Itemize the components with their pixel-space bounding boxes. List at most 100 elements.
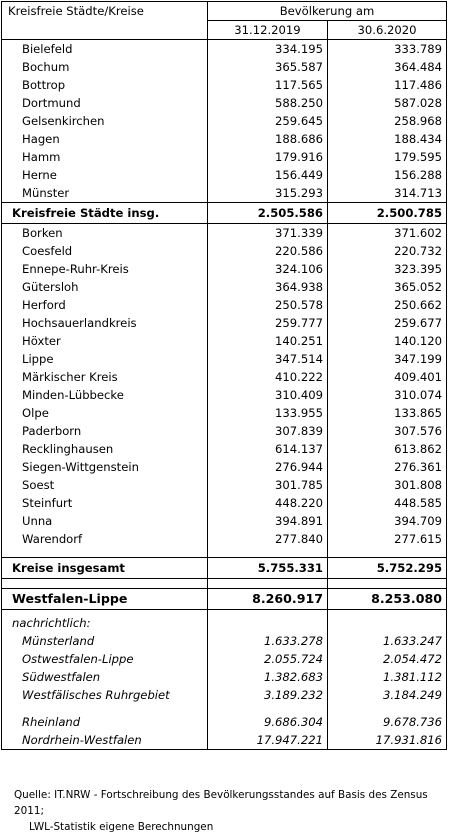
region-name-cell: Nordrhein-Westfalen: [1, 731, 208, 750]
district-row: Unna 394.891 394.709: [1, 512, 448, 530]
districts-total-row: Kreise insgesamt 5.755.331 5.752.295: [1, 557, 448, 579]
value-2020-cell: 371.602: [326, 223, 448, 242]
region-name-cell: Siegen-Wittgenstein: [1, 458, 208, 476]
spacer-cell: [207, 609, 328, 632]
value-2020-cell: 9.678.736: [326, 713, 448, 731]
value-2019-cell: 2.055.724: [207, 650, 328, 668]
source-note: Quelle: IT.NRW - Fortschreibung des Bevö…: [14, 787, 450, 835]
region-name-cell: Olpe: [1, 404, 208, 422]
source-line-1: Quelle: IT.NRW - Fortschreibung des Bevö…: [14, 789, 428, 817]
region-total-row: Westfalen-Lippe 8.260.917 8.253.080: [1, 588, 448, 610]
value-2019-cell: 8.260.917: [207, 588, 328, 610]
region-name-cell: Hagen: [1, 130, 208, 148]
value-2019-cell: 277.840: [207, 530, 328, 548]
value-2019-cell: 220.586: [207, 242, 328, 260]
value-2020-cell: 347.199: [326, 350, 448, 368]
region-name-cell: Westfälisches Ruhrgebiet: [1, 686, 208, 704]
note-row: Münsterland 1.633.278 1.633.247: [1, 632, 448, 650]
notes-heading: nachrichtlich:: [1, 609, 208, 632]
value-2020-cell: 1.633.247: [326, 632, 448, 650]
value-2020-cell: 140.120: [326, 332, 448, 350]
value-2020-cell: 333.789: [326, 39, 448, 58]
population-table: Kreisfreie Städte/Kreise Bevölkerung am …: [1, 1, 448, 750]
spacer-cell: [326, 578, 448, 589]
column-header-date-2020: 30.6.2020: [326, 20, 448, 40]
value-2019-cell: 1.633.278: [207, 632, 328, 650]
region-name-cell: Steinfurt: [1, 494, 208, 512]
value-2019-cell: 310.409: [207, 386, 328, 404]
district-row: Märkischer Kreis 410.222 409.401: [1, 368, 448, 386]
value-2019-cell: 448.220: [207, 494, 328, 512]
value-2020-cell: 307.576: [326, 422, 448, 440]
region-name-cell: Paderborn: [1, 422, 208, 440]
value-2020-cell: 301.808: [326, 476, 448, 494]
region-name-cell: Borken: [1, 223, 208, 242]
value-2019-cell: 133.955: [207, 404, 328, 422]
spacer-row: [1, 578, 448, 589]
note-row: Ostwestfalen-Lippe 2.055.724 2.054.472: [1, 650, 448, 668]
value-2019-cell: 307.839: [207, 422, 328, 440]
spacer-cell: [326, 548, 448, 558]
note-row: Südwestfalen 1.382.683 1.381.112: [1, 668, 448, 686]
region-name-cell: Westfalen-Lippe: [1, 588, 208, 610]
value-2019-cell: 347.514: [207, 350, 328, 368]
region-name-cell: Höxter: [1, 332, 208, 350]
spacer-cell: [207, 578, 328, 589]
value-2020-cell: 117.486: [326, 76, 448, 94]
value-2019-cell: 371.339: [207, 223, 328, 242]
value-2019-cell: 614.137: [207, 440, 328, 458]
region-name-cell: Ennepe-Ruhr-Kreis: [1, 260, 208, 278]
region-name-cell: Ostwestfalen-Lippe: [1, 650, 208, 668]
value-2020-cell: 448.585: [326, 494, 448, 512]
header-date-row: 31.12.2019 30.6.2020: [2, 20, 448, 40]
district-row: Recklinghausen 614.137 613.862: [1, 440, 448, 458]
city-row: Gelsenkirchen 259.645 258.968: [1, 112, 448, 130]
note-row: Nordrhein-Westfalen 17.947.221 17.931.816: [1, 731, 448, 750]
value-2019-cell: 301.785: [207, 476, 328, 494]
region-name-cell: Herford: [1, 296, 208, 314]
value-2020-cell: 220.732: [326, 242, 448, 260]
city-row: Hamm 179.916 179.595: [1, 148, 448, 166]
value-2020-cell: 364.484: [326, 58, 448, 76]
city-row: Bochum 365.587 364.484: [1, 58, 448, 76]
value-2019-cell: 9.686.304: [207, 713, 328, 731]
district-row: Ennepe-Ruhr-Kreis 324.106 323.395: [1, 260, 448, 278]
value-2019-cell: 365.587: [207, 58, 328, 76]
value-2019-cell: 140.251: [207, 332, 328, 350]
region-name-cell: Bielefeld: [1, 39, 208, 58]
city-row: Hagen 188.686 188.434: [1, 130, 448, 148]
region-name-cell: Herne: [1, 166, 208, 184]
region-name-cell: Gütersloh: [1, 278, 208, 296]
district-row: Coesfeld 220.586 220.732: [1, 242, 448, 260]
value-2019-cell: 259.645: [207, 112, 328, 130]
spacer-cell: [326, 704, 448, 713]
region-name-cell: Dortmund: [1, 94, 208, 112]
value-2020-cell: 314.713: [326, 184, 448, 203]
value-2019-cell: 334.195: [207, 39, 328, 58]
district-row: Soest 301.785 301.808: [1, 476, 448, 494]
value-2020-cell: 250.662: [326, 296, 448, 314]
region-name-cell: Warendorf: [1, 530, 208, 548]
spacer-cell: [1, 548, 208, 558]
spacer-row: [1, 548, 448, 558]
region-name-cell: Unna: [1, 512, 208, 530]
city-row: Bielefeld 334.195 333.789: [1, 39, 448, 58]
district-row: Borken 371.339 371.602: [1, 223, 448, 242]
column-group-header-population: Bevölkerung am: [206, 1, 448, 21]
value-2020-cell: 3.184.249: [326, 686, 448, 704]
region-name-cell: Lippe: [1, 350, 208, 368]
spacer-cell: [1, 578, 208, 589]
spacer-cell: [326, 609, 448, 632]
district-row: Paderborn 307.839 307.576: [1, 422, 448, 440]
source-line-2: LWL-Statistik eigene Berechnungen: [29, 821, 214, 833]
spacer-cell: [207, 704, 328, 713]
district-row: Siegen-Wittgenstein 276.944 276.361: [1, 458, 448, 476]
value-2020-cell: 5.752.295: [326, 557, 448, 579]
value-2019-cell: 394.891: [207, 512, 328, 530]
value-2019-cell: 1.382.683: [207, 668, 328, 686]
value-2019-cell: 156.449: [207, 166, 328, 184]
value-2019-cell: 324.106: [207, 260, 328, 278]
value-2019-cell: 315.293: [207, 184, 328, 203]
district-row: Warendorf 277.840 277.615: [1, 530, 448, 548]
value-2020-cell: 1.381.112: [326, 668, 448, 686]
